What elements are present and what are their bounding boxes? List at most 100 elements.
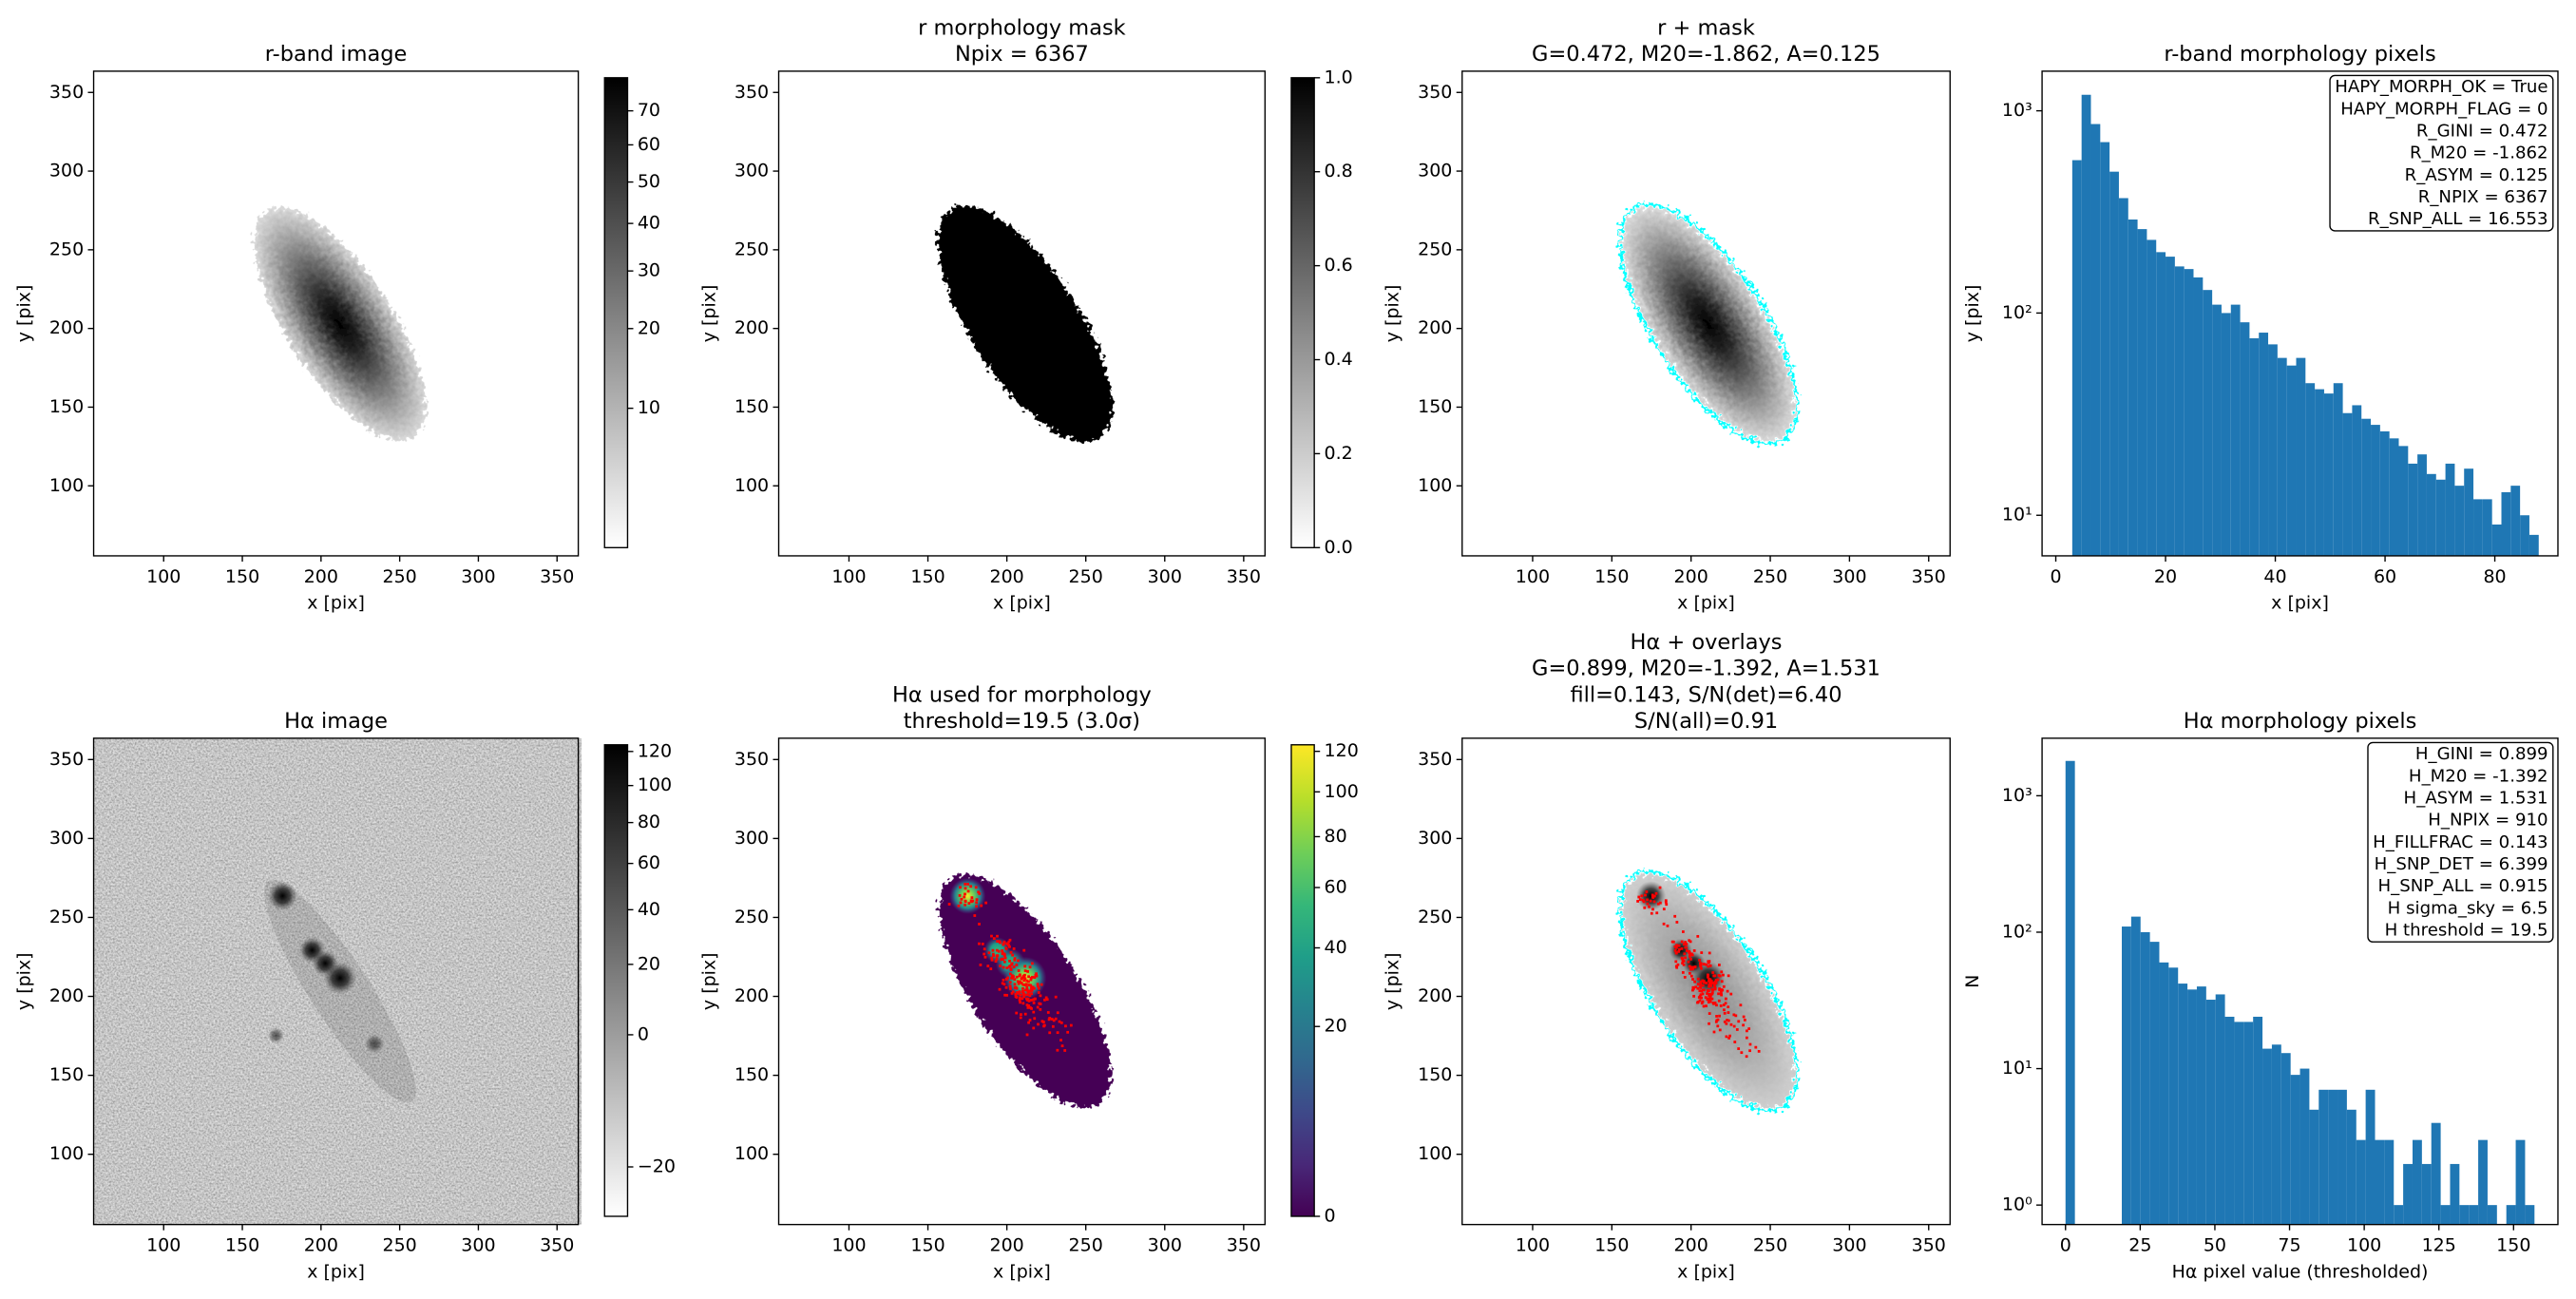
hist-bar — [2174, 266, 2185, 556]
x-tick-label: 0 — [2060, 1235, 2071, 1256]
overlay-dot — [1015, 986, 1019, 990]
hist-bar — [2408, 463, 2418, 556]
overlay-dot — [1700, 966, 1703, 970]
panel-title: S/N(all)=0.91 — [1634, 709, 1778, 734]
hist-bar — [2342, 412, 2353, 556]
overlay-dot — [1025, 988, 1029, 992]
overlay-dot — [1673, 948, 1677, 952]
overlay-dot — [1742, 1023, 1745, 1027]
panel-title: G=0.899, M20=-1.392, A=1.531 — [1532, 657, 1880, 681]
panel-title: r-band morphology pixels — [2164, 42, 2435, 67]
x-tick-label: 300 — [1148, 566, 1182, 587]
hist-bar — [2249, 338, 2260, 556]
overlay-dot — [1689, 967, 1692, 971]
overlay-dot — [1707, 961, 1710, 965]
overlay-dot — [1680, 946, 1684, 950]
overlay-dot — [1715, 1015, 1718, 1018]
hist-bar — [2333, 383, 2343, 556]
hist-bar — [2520, 515, 2529, 556]
overlay-dot — [1674, 951, 1678, 955]
overlay-dot — [1711, 971, 1715, 974]
y-axis-label: y [pix] — [1962, 285, 1983, 343]
overlay-dot — [964, 903, 967, 907]
overlay-dot — [1002, 978, 1005, 982]
overlay-dot — [1027, 980, 1030, 984]
overlay-dot — [1675, 965, 1679, 969]
overlay-dot — [1746, 1029, 1748, 1033]
overlay-dot — [1757, 1050, 1761, 1053]
overlay-dot — [1722, 1003, 1726, 1006]
overlay-dot — [1002, 983, 1006, 986]
overlay-dot — [1685, 946, 1689, 949]
hist-bar — [2352, 405, 2362, 556]
hist-bar — [2323, 393, 2334, 556]
overlay-dot — [1682, 943, 1686, 946]
y-tick-label: 250 — [49, 907, 84, 927]
overlay-dot — [1680, 940, 1684, 944]
overlay-dot — [1027, 984, 1031, 986]
hist-bar — [2193, 277, 2204, 556]
colorbar-tick-label: 70 — [638, 100, 660, 121]
overlay-dot — [1018, 999, 1021, 1002]
overlay-dot — [977, 890, 981, 894]
overlay-dot — [1023, 965, 1027, 968]
overlay-dot — [1705, 963, 1708, 966]
annotation-line: R_M20 = -1.862 — [2410, 143, 2548, 163]
colorbar-tick-label: 80 — [1325, 826, 1347, 847]
overlay-dot — [1027, 975, 1030, 979]
annotation-line: R_GINI = 0.472 — [2416, 122, 2548, 142]
overlay-dot — [1699, 993, 1703, 997]
hist-bar — [2196, 986, 2206, 1225]
overlay-dot — [979, 964, 983, 966]
overlay-dot — [1030, 962, 1034, 965]
overlay-dot — [1012, 947, 1016, 950]
overlay-dot — [992, 937, 996, 940]
x-axis-label: x [pix] — [993, 593, 1051, 614]
x-axis-label: x [pix] — [1677, 593, 1735, 614]
overlay-dot — [1039, 1007, 1042, 1011]
overlay-dot — [1716, 1024, 1720, 1028]
overlay-dot — [1708, 978, 1712, 982]
image-mask — [938, 205, 1113, 443]
overlay-dot — [964, 892, 966, 896]
hist-bar — [2487, 1205, 2497, 1225]
hist-bar — [2328, 1089, 2338, 1225]
overlay-dot — [1711, 1001, 1715, 1004]
overlay-dot — [1054, 1017, 1058, 1021]
overlay-dot — [1689, 952, 1691, 956]
overlay-dot — [1747, 1027, 1751, 1030]
overlay-dot — [1044, 996, 1048, 1000]
colorbar-tick-label: 80 — [638, 812, 660, 832]
overlay-dot — [1019, 1001, 1022, 1004]
overlay-dot — [1689, 940, 1692, 944]
y-tick-label: 150 — [1418, 396, 1452, 417]
overlay-dot — [1032, 1010, 1036, 1014]
overlay-dot — [995, 955, 999, 958]
overlay-dot — [1701, 984, 1705, 987]
overlay-dot — [1670, 940, 1674, 944]
overlay-dot — [1059, 1039, 1062, 1041]
y-tick-label: 100 — [735, 475, 769, 496]
overlay-dot — [1030, 999, 1033, 1002]
overlay-dot — [990, 958, 994, 962]
annotation-line: HAPY_MORPH_FLAG = 0 — [2340, 99, 2547, 119]
overlay-dot — [1047, 1018, 1051, 1022]
overlay-dot — [1737, 1020, 1741, 1023]
hist-bar — [2356, 1139, 2366, 1225]
overlay-dot — [1710, 987, 1714, 991]
hist-bar — [2299, 1068, 2310, 1225]
overlay-dot — [1717, 974, 1721, 977]
overlay-dot — [1699, 986, 1703, 989]
overlay-dot — [1708, 1022, 1710, 1025]
y-tick-label: 350 — [735, 82, 769, 103]
y-tick-label: 200 — [1418, 317, 1452, 338]
overlay-dot — [1696, 983, 1700, 986]
colorbar-tick-label: 60 — [638, 852, 660, 873]
overlay-dot — [1027, 999, 1031, 1003]
overlay-dot — [1655, 911, 1659, 915]
overlay-dot — [1727, 974, 1730, 978]
overlay-dot — [1023, 973, 1026, 977]
overlay-dot — [1039, 1003, 1042, 1005]
overlay-dot — [1743, 1019, 1746, 1022]
overlay-dot — [1709, 993, 1712, 997]
